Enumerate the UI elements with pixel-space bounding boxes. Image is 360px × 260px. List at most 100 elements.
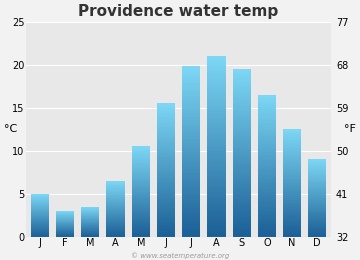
- Bar: [81, 230, 99, 231]
- Bar: [182, 88, 200, 90]
- Bar: [283, 179, 301, 180]
- Bar: [182, 160, 200, 162]
- Bar: [132, 206, 150, 207]
- Bar: [132, 149, 150, 150]
- Bar: [107, 218, 125, 219]
- Bar: [283, 195, 301, 196]
- Bar: [283, 167, 301, 168]
- Bar: [258, 102, 276, 104]
- Bar: [233, 149, 251, 151]
- Bar: [207, 110, 225, 113]
- Bar: [157, 190, 175, 192]
- Bar: [283, 207, 301, 209]
- Bar: [207, 81, 225, 83]
- Bar: [132, 209, 150, 210]
- Bar: [258, 166, 276, 167]
- Bar: [81, 225, 99, 226]
- Bar: [182, 232, 200, 235]
- Bar: [107, 186, 125, 187]
- Bar: [207, 198, 225, 200]
- Bar: [182, 158, 200, 160]
- Bar: [233, 230, 251, 232]
- Bar: [157, 163, 175, 165]
- Bar: [31, 231, 49, 232]
- Bar: [258, 153, 276, 155]
- Bar: [283, 215, 301, 217]
- Bar: [157, 120, 175, 122]
- Bar: [132, 217, 150, 219]
- Bar: [182, 79, 200, 81]
- Bar: [56, 228, 74, 229]
- Bar: [233, 224, 251, 226]
- Bar: [157, 208, 175, 210]
- Bar: [308, 199, 327, 200]
- Bar: [283, 206, 301, 207]
- Bar: [157, 145, 175, 147]
- Bar: [157, 105, 175, 107]
- Bar: [258, 215, 276, 217]
- Bar: [157, 183, 175, 185]
- Bar: [157, 148, 175, 150]
- Bar: [283, 145, 301, 147]
- Bar: [157, 192, 175, 193]
- Bar: [258, 208, 276, 210]
- Bar: [233, 124, 251, 126]
- Bar: [207, 167, 225, 169]
- Bar: [233, 82, 251, 84]
- Bar: [107, 196, 125, 197]
- Bar: [182, 139, 200, 141]
- Bar: [258, 114, 276, 116]
- Bar: [233, 226, 251, 228]
- Bar: [132, 147, 150, 149]
- Bar: [308, 236, 327, 237]
- Bar: [157, 135, 175, 137]
- Bar: [182, 137, 200, 139]
- Bar: [132, 223, 150, 224]
- Bar: [233, 170, 251, 172]
- Bar: [132, 205, 150, 206]
- Bar: [132, 183, 150, 184]
- Bar: [283, 143, 301, 144]
- Bar: [233, 201, 251, 203]
- Bar: [132, 230, 150, 231]
- Bar: [157, 110, 175, 112]
- Bar: [132, 198, 150, 199]
- Bar: [182, 90, 200, 92]
- Bar: [233, 182, 251, 184]
- Bar: [233, 134, 251, 136]
- Bar: [182, 192, 200, 194]
- Bar: [157, 165, 175, 167]
- Bar: [233, 211, 251, 214]
- Bar: [308, 202, 327, 203]
- Bar: [182, 211, 200, 213]
- Bar: [308, 179, 327, 180]
- Bar: [56, 229, 74, 230]
- Bar: [207, 171, 225, 173]
- Bar: [258, 95, 276, 96]
- Bar: [283, 151, 301, 152]
- Bar: [157, 124, 175, 125]
- Bar: [132, 192, 150, 193]
- Bar: [207, 223, 225, 225]
- Bar: [233, 98, 251, 100]
- Bar: [207, 131, 225, 133]
- Bar: [31, 208, 49, 209]
- Bar: [308, 184, 327, 185]
- Bar: [233, 115, 251, 117]
- Bar: [157, 232, 175, 233]
- Bar: [31, 202, 49, 203]
- Bar: [81, 235, 99, 236]
- Bar: [283, 222, 301, 223]
- Bar: [56, 225, 74, 226]
- Bar: [132, 160, 150, 161]
- Bar: [308, 177, 327, 178]
- Bar: [207, 212, 225, 214]
- Bar: [31, 224, 49, 225]
- Bar: [182, 81, 200, 83]
- Bar: [182, 184, 200, 186]
- Bar: [31, 199, 49, 200]
- Bar: [283, 225, 301, 226]
- Bar: [31, 218, 49, 219]
- Bar: [157, 193, 175, 195]
- Bar: [31, 213, 49, 214]
